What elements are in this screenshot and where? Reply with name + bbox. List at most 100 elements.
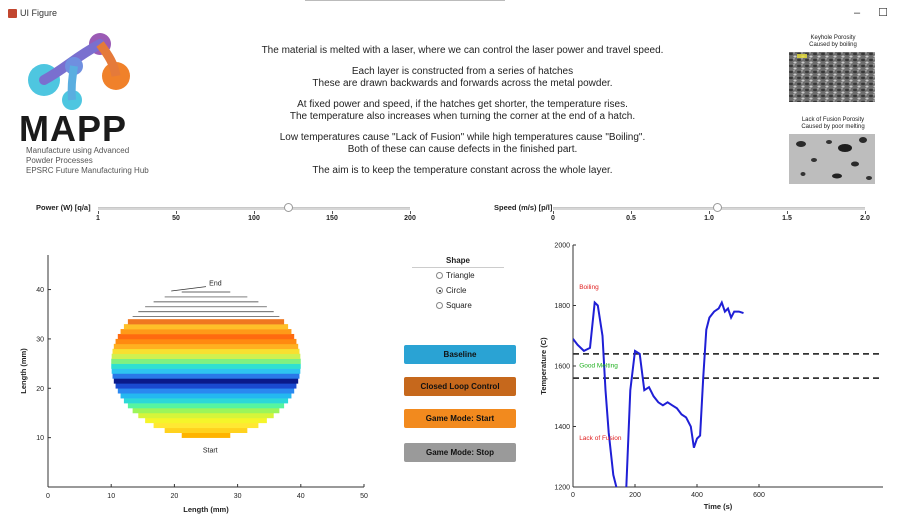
minimize-button[interactable]: – bbox=[853, 7, 861, 19]
lack-of-fusion-caption: Lack of Fusion Porosity Caused by poor me… bbox=[801, 117, 865, 130]
hatch-stripe bbox=[145, 417, 267, 424]
slider-tick bbox=[176, 211, 177, 214]
slider-tick-label: 1.0 bbox=[704, 215, 714, 222]
title-bar: UI Figure – ☐ bbox=[0, 0, 901, 26]
speed-slider-track[interactable] bbox=[553, 207, 865, 210]
x-tick-label: 10 bbox=[107, 493, 115, 500]
desc-paragraph-4: Low temperatures cause "Lack of Fusion" … bbox=[279, 132, 646, 155]
x-tick-label: 400 bbox=[691, 492, 703, 499]
hatch-stripe bbox=[111, 368, 301, 374]
x-axis-label: Length (mm) bbox=[183, 505, 229, 514]
layer-plot: 0 10 20 30 40 50 10 20 30 40 Length (mm) Length (mm… bbox=[19, 255, 368, 514]
logo-name: MAPP bbox=[19, 108, 128, 149]
hatch-stripe bbox=[115, 338, 297, 345]
window-title: UI Figure bbox=[20, 8, 58, 18]
chart-annotation: Lack of Fusion bbox=[579, 435, 622, 442]
y-tick-label: 20 bbox=[36, 386, 44, 393]
x-tick-label: 30 bbox=[234, 493, 242, 500]
logo-line-2: Powder Processes bbox=[26, 156, 93, 165]
slider-tick-label: 1.5 bbox=[782, 215, 792, 222]
hatch-stripe bbox=[120, 329, 292, 335]
temperature-chart: 0 200 400 600 1200 1400 1600 1800 2000 Time (s) Te… bbox=[539, 243, 883, 511]
desc-paragraph-3: At fixed power and speed, if the hatches… bbox=[289, 99, 636, 122]
end-label: End bbox=[209, 281, 222, 288]
slider-tick bbox=[410, 211, 411, 214]
hatch-stripe bbox=[113, 343, 299, 350]
game-mode-stop-button[interactable]: Game Mode: Stop bbox=[404, 443, 516, 462]
hatch-stripe bbox=[132, 408, 280, 414]
x-axis-label: Time (s) bbox=[704, 502, 733, 511]
y-tick-label: 1200 bbox=[554, 485, 570, 492]
x-tick-label: 600 bbox=[753, 492, 765, 499]
speed-slider-thumb[interactable] bbox=[712, 203, 722, 212]
y-tick-label: 1800 bbox=[554, 303, 570, 310]
chart-annotation: Boiling bbox=[579, 284, 599, 291]
hatch-stripe bbox=[111, 353, 301, 359]
hatch-stripe bbox=[138, 412, 274, 419]
power-slider-thumb[interactable] bbox=[283, 203, 293, 212]
logo-line-1: Manufacture using Advanced bbox=[26, 146, 130, 155]
y-tick-label: 1400 bbox=[554, 424, 570, 431]
y-tick-label: 2000 bbox=[554, 243, 570, 250]
hatch-stripe bbox=[113, 378, 299, 384]
slider-tick-label: 0.5 bbox=[626, 215, 636, 222]
keyhole-micrograph bbox=[789, 52, 875, 102]
radio-button[interactable] bbox=[436, 272, 443, 279]
power-slider-label: Power (W) [q/a] bbox=[36, 203, 91, 212]
slider-tick bbox=[98, 211, 99, 214]
maximize-button[interactable]: ☐ bbox=[878, 7, 888, 19]
hatch-stripe bbox=[127, 319, 285, 325]
speed-slider-label: Speed (m/s) [p/l] bbox=[494, 203, 553, 212]
x-tick-label: 0 bbox=[571, 492, 575, 499]
hatch-stripe bbox=[181, 432, 231, 438]
description-text: The material is melted with a laser, whe… bbox=[210, 45, 715, 186]
closed-loop-control-button[interactable]: Closed Loop Control bbox=[404, 377, 516, 396]
x-tick-label: 20 bbox=[171, 493, 179, 500]
hatch-stripe bbox=[120, 393, 292, 399]
x-tick-label: 40 bbox=[297, 493, 305, 500]
start-label: Start bbox=[203, 447, 218, 454]
slider-tick bbox=[631, 211, 632, 214]
hatch-stripe bbox=[111, 363, 301, 369]
hatch-stripe bbox=[123, 324, 289, 330]
desc-paragraph-5: The aim is to keep the temperature const… bbox=[312, 165, 613, 176]
hatch-stripe bbox=[111, 358, 301, 364]
hatch-stripe bbox=[123, 398, 289, 404]
slider-tick bbox=[865, 211, 866, 214]
hatch-stripe bbox=[153, 422, 259, 429]
app-icon bbox=[8, 9, 17, 18]
hatch-stripe bbox=[112, 373, 300, 379]
power-slider-track[interactable] bbox=[98, 207, 410, 210]
keyhole-caption: Keyhole Porosity Caused by boiling bbox=[809, 35, 857, 48]
hatch-stripe bbox=[117, 333, 295, 340]
lack-of-fusion-micrograph bbox=[789, 134, 875, 184]
shape-option-label: Circle bbox=[446, 286, 467, 295]
shape-option-circle[interactable]: Circle bbox=[436, 286, 504, 295]
shape-option-label: Square bbox=[446, 301, 472, 310]
speed-slider[interactable]: 0 0.5 1.0 1.5 2.0 bbox=[551, 202, 870, 232]
power-slider[interactable]: 1 50 100 150 200 bbox=[96, 202, 416, 232]
logo-line-3: EPSRC Future Manufacturing Hub bbox=[26, 166, 149, 175]
game-mode-start-button[interactable]: Game Mode: Start bbox=[404, 409, 516, 428]
shape-selector: Shape Triangle Circle Square bbox=[412, 256, 504, 316]
radio-button[interactable] bbox=[436, 287, 443, 294]
radio-button[interactable] bbox=[436, 302, 443, 309]
slider-tick-label: 2.0 bbox=[860, 215, 870, 222]
x-tick-label: 50 bbox=[360, 493, 368, 500]
slider-tick-label: 1 bbox=[96, 215, 100, 222]
baseline-button[interactable]: Baseline bbox=[404, 345, 516, 364]
slider-tick bbox=[254, 211, 255, 214]
x-tick-label: 0 bbox=[46, 493, 50, 500]
y-axis-label: Length (mm) bbox=[19, 348, 28, 394]
y-axis-label: Temperature (C) bbox=[539, 337, 548, 395]
slider-tick-label: 0 bbox=[551, 215, 555, 222]
shape-option-square[interactable]: Square bbox=[436, 301, 504, 310]
y-tick-label: 1600 bbox=[554, 364, 570, 371]
hatch-stripe bbox=[117, 388, 295, 394]
temperature-series-line bbox=[573, 299, 744, 487]
shape-option-triangle[interactable]: Triangle bbox=[436, 271, 504, 280]
slider-tick bbox=[553, 211, 554, 214]
hatch-stripe bbox=[164, 427, 248, 434]
slider-tick bbox=[332, 211, 333, 214]
slider-tick-label: 150 bbox=[326, 215, 338, 222]
